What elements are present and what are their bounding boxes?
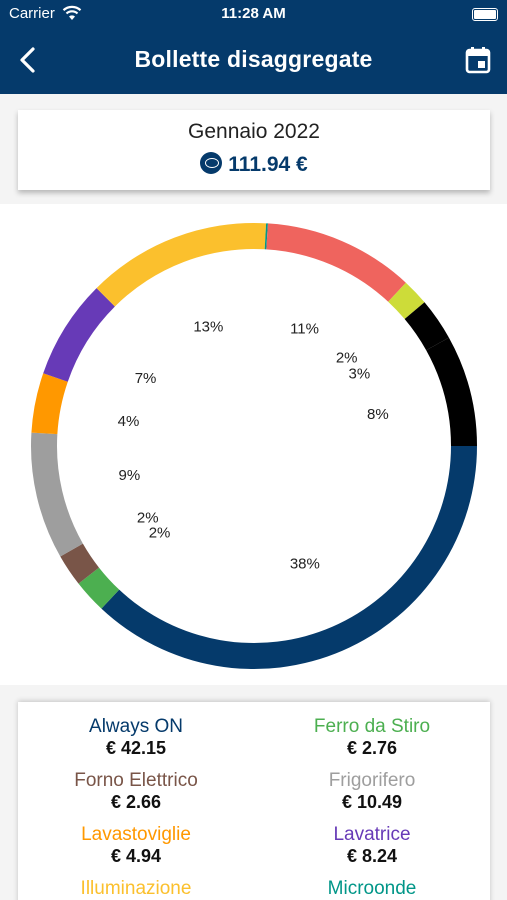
- legend-item-amount: € 2.76: [346, 738, 398, 758]
- donut-percent-label: 2%: [137, 509, 159, 526]
- month-summary-card: Gennaio 2022 111.94 €: [18, 110, 490, 190]
- legend-item-name: Frigorifero: [328, 770, 416, 791]
- calendar-button[interactable]: [465, 46, 491, 74]
- donut-slice-5-lavatrice[interactable]: [43, 288, 115, 382]
- carrier-label: Carrier: [9, 5, 55, 22]
- legend-item-name: Always ON: [89, 716, 183, 737]
- battery-icon: [472, 8, 498, 21]
- donut-percent-label: 2%: [149, 524, 171, 541]
- wifi-icon: [62, 5, 82, 25]
- legend-item-name: Illuminazione: [80, 878, 192, 899]
- page-title: Bollette disaggregate: [134, 46, 373, 72]
- donut-percent-label: 2%: [336, 350, 358, 367]
- status-bar: Carrier 11:28 AM: [0, 0, 507, 28]
- total-amount-value: 111.94 €: [228, 153, 308, 176]
- legend-item-amount: € 42.15: [105, 738, 167, 758]
- donut-slice-6-illuminazione[interactable]: [96, 223, 267, 307]
- donut-slice-3-frigorifero[interactable]: [30, 432, 83, 557]
- legend-item-name: Lavastoviglie: [81, 824, 191, 845]
- legend-item-frigorifero: Frigorifero € 10.49: [254, 770, 490, 812]
- donut-slice-0-always-on[interactable]: [101, 446, 478, 670]
- donut-percent-label: 4%: [118, 413, 140, 430]
- legend-item-name: Lavatrice: [333, 824, 411, 845]
- legend-item-amount: € 10.49: [341, 792, 403, 812]
- donut-percent-label: 8%: [367, 406, 389, 423]
- legend-item-name: Ferro da Stiro: [313, 716, 431, 737]
- donut-slice-10-unlabeled[interactable]: [404, 302, 449, 351]
- donut-slice-4-lavastoviglie[interactable]: [31, 373, 68, 435]
- donut-slice-9-unlabeled[interactable]: [388, 282, 425, 320]
- donut-slice-11-unlabeled[interactable]: [426, 337, 477, 446]
- calendar-icon: [465, 47, 491, 74]
- nav-bar: Bollette disaggregate: [0, 28, 507, 94]
- donut-percent-label: 7%: [135, 370, 157, 387]
- donut-percent-label: 11%: [290, 320, 319, 337]
- legend-item-amount: € 8.24: [346, 846, 398, 866]
- legend-card: Always ON € 42.15 Ferro da Stiro € 2.76 Forn…: [18, 702, 490, 900]
- legend-item-illuminazione: Illuminazione: [18, 878, 254, 900]
- donut-percent-label: 13%: [193, 318, 223, 335]
- legend-item-name: Microonde: [327, 878, 417, 899]
- donut-percent-label: 3%: [349, 365, 371, 382]
- clock: 11:28 AM: [221, 5, 286, 22]
- donut-svg: 38%2%2%9%4%7%13% 11%2%3%8%: [30, 223, 478, 670]
- donut-slice-1-ferro-da-stiro[interactable]: [78, 567, 120, 609]
- legend-item-amount: € 2.66: [110, 792, 162, 812]
- total-amount: 111.94 €: [18, 152, 490, 177]
- legend-item-ferro-da-stiro: Ferro da Stiro € 2.76: [254, 716, 490, 758]
- donut-percent-label: 38%: [290, 555, 320, 572]
- legend-item-lavastoviglie: Lavastoviglie € 4.94: [18, 824, 254, 866]
- legend-item-forno-elettrico: Forno Elettrico € 2.66: [18, 770, 254, 812]
- donut-slice-7-microonde[interactable]: [264, 223, 268, 250]
- legend-item-name: Forno Elettrico: [74, 770, 198, 791]
- legend-item-lavatrice: Lavatrice € 8.24: [254, 824, 490, 866]
- donut-slice-2-forno-elettrico[interactable]: [60, 543, 99, 584]
- back-button[interactable]: [14, 45, 44, 75]
- donut-slice-8-unlabeled[interactable]: [266, 223, 406, 302]
- legend-item-amount: € 4.94: [110, 846, 162, 866]
- legend-item-microonde: Microonde: [254, 878, 490, 900]
- donut-percent-label: 9%: [119, 467, 141, 484]
- month-label: Gennaio 2022: [188, 120, 320, 143]
- legend-item-always-on: Always ON € 42.15: [18, 716, 254, 758]
- consumption-donut-chart: 38% 2% 2% 9% 4% 7% 13% 11% 2% 3% 8%: [0, 210, 507, 680]
- chevron-left-icon: [20, 47, 35, 73]
- coins-icon: [200, 152, 223, 174]
